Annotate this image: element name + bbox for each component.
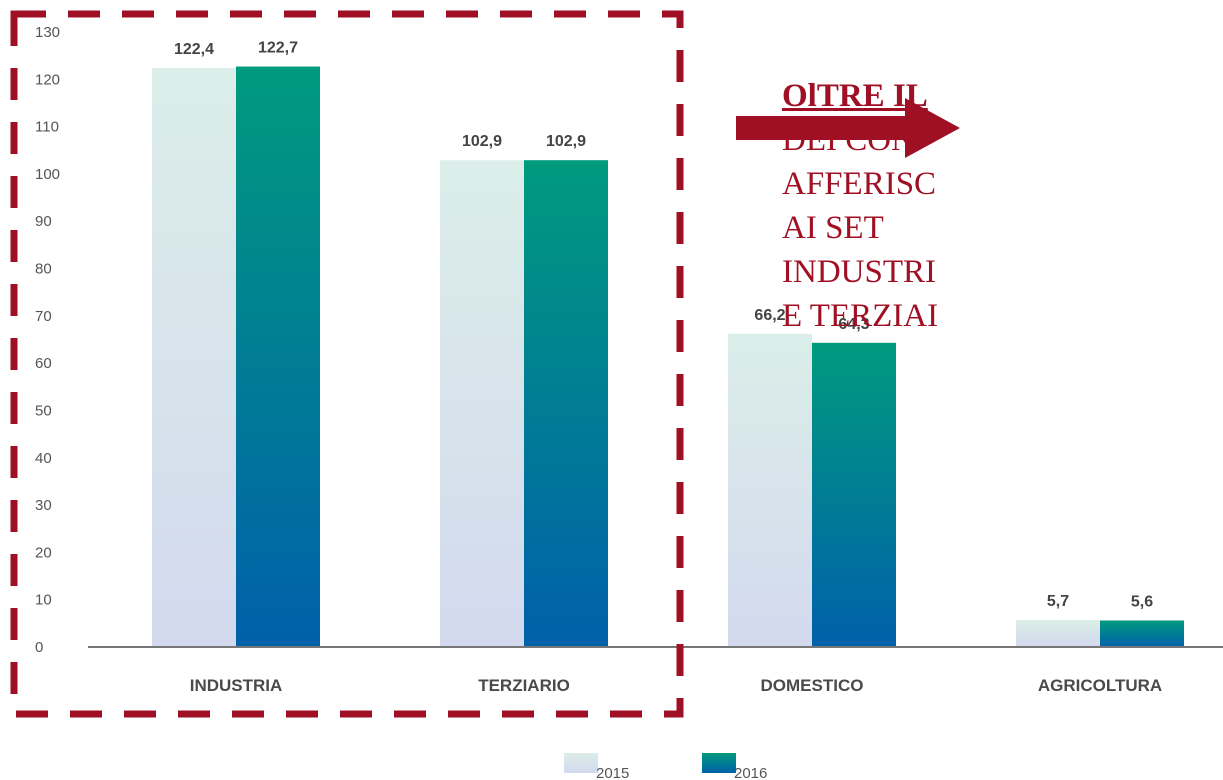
annotation-line-6: E TERZIAI <box>782 298 939 334</box>
bar-2016 <box>524 160 608 647</box>
legend: 2015 2016 <box>564 753 767 780</box>
category-label: INDUSTRIA <box>190 676 283 695</box>
y-tick-label: 80 <box>35 261 52 278</box>
bar-2015 <box>440 160 524 647</box>
annotation-line-2: DEI CON <box>782 122 915 158</box>
annotation-line-3: AFFERISC <box>782 166 937 202</box>
data-labels: 122,4 122,7 102,9 102,9 66,2 64,3 5,7 5,6 <box>174 40 1153 611</box>
y-tick-label: 20 <box>35 544 52 561</box>
data-label: 102,9 <box>462 133 502 150</box>
bar-2015 <box>1016 620 1100 647</box>
y-tick-label: 120 <box>35 71 60 88</box>
y-tick-label: 0 <box>35 639 43 656</box>
y-tick-label: 110 <box>35 119 59 136</box>
y-tick-label: 90 <box>35 213 52 230</box>
data-label: 122,4 <box>174 41 214 58</box>
bar-2016 <box>812 342 896 647</box>
y-tick-label: 60 <box>35 355 52 372</box>
y-tick-label: 100 <box>35 166 60 183</box>
data-label: 5,7 <box>1047 593 1069 610</box>
y-tick-label: 50 <box>35 402 52 419</box>
bar-2015 <box>152 67 236 647</box>
right-arrow-icon <box>736 98 960 158</box>
y-tick-label: 30 <box>35 497 52 514</box>
bar-2015 <box>728 333 812 647</box>
data-label: 66,2 <box>754 307 785 324</box>
legend-label-2016: 2016 <box>734 765 767 780</box>
legend-swatch-2016 <box>702 753 736 773</box>
legend-swatch-2015 <box>564 753 598 773</box>
annotation-line-5: INDUSTRI <box>782 254 936 290</box>
bar-2016 <box>236 66 320 648</box>
annotation-text: OlTRE IL DEI CON AFFERISC AI SET INDUSTR… <box>782 74 1223 338</box>
bars <box>152 66 1184 648</box>
bar-2016 <box>1100 620 1184 647</box>
data-label: 122,7 <box>258 40 298 57</box>
data-label: 5,6 <box>1131 594 1153 611</box>
y-tick-label: 10 <box>35 592 52 609</box>
category-label: AGRICOLTURA <box>1038 676 1162 695</box>
category-label: TERZIARIO <box>478 676 570 695</box>
category-labels: INDUSTRIA TERZIARIO DOMESTICO AGRICOLTURA <box>190 676 1162 695</box>
y-tick-label: 40 <box>35 450 52 467</box>
y-tick-label: 130 <box>35 24 60 41</box>
data-label: 64,3 <box>838 316 869 333</box>
annotation-line-1: OlTRE IL <box>782 78 928 114</box>
annotation-line-4: AI SET <box>782 210 884 246</box>
data-label: 102,9 <box>546 133 586 150</box>
y-tick-label: 70 <box>35 308 52 325</box>
legend-label-2015: 2015 <box>596 765 629 780</box>
category-label: DOMESTICO <box>761 676 864 695</box>
y-axis-ticks: 0 10 20 30 40 50 60 70 80 90 100 110 120 130 <box>35 24 60 656</box>
highlight-dashed-box <box>10 10 684 718</box>
